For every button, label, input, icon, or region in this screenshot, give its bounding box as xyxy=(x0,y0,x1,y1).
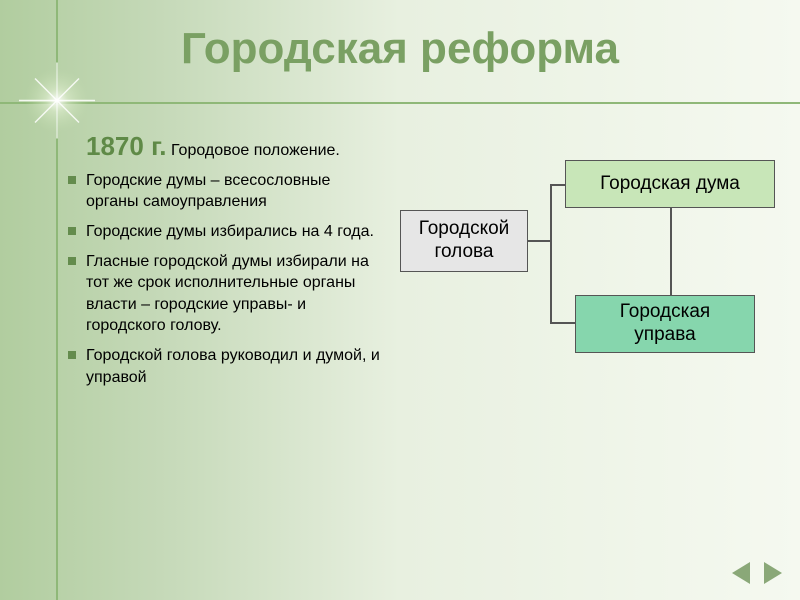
diagram-connector xyxy=(550,322,575,324)
diagram: Городской голова Городская дума Городская … xyxy=(400,150,780,450)
content-area: 1870 г. Городовое положение. Городские д… xyxy=(86,130,381,396)
intro-year: 1870 г. xyxy=(86,131,167,161)
bullet-list: Городские думы – всесословные органы сам… xyxy=(86,170,381,388)
list-item: Городские думы – всесословные органы сам… xyxy=(86,170,381,213)
decor-line-vertical xyxy=(56,0,58,600)
intro-line: 1870 г. Городовое положение. xyxy=(86,130,381,164)
diagram-connector xyxy=(550,184,565,186)
slide: Городская реформа 1870 г. Городовое поло… xyxy=(0,0,800,600)
diagram-connector xyxy=(670,208,672,295)
list-item: Городские думы избирались на 4 года. xyxy=(86,221,381,243)
diagram-node-head: Городской голова xyxy=(400,210,528,272)
diagram-connector xyxy=(550,184,552,324)
intro-text: Городовое положение. xyxy=(167,142,340,159)
diagram-connector xyxy=(528,240,550,242)
diagram-node-duma: Городская дума xyxy=(565,160,775,208)
nav-controls xyxy=(728,560,786,586)
diagram-node-uprava: Городская управа xyxy=(575,295,755,353)
list-item: Городской голова руководил и думой, и уп… xyxy=(86,345,381,388)
next-button[interactable] xyxy=(760,560,786,586)
decor-line-horizontal xyxy=(0,102,800,104)
prev-button[interactable] xyxy=(728,560,754,586)
slide-title: Городская реформа xyxy=(0,24,800,74)
list-item: Гласные городской думы избирали на тот ж… xyxy=(86,251,381,337)
